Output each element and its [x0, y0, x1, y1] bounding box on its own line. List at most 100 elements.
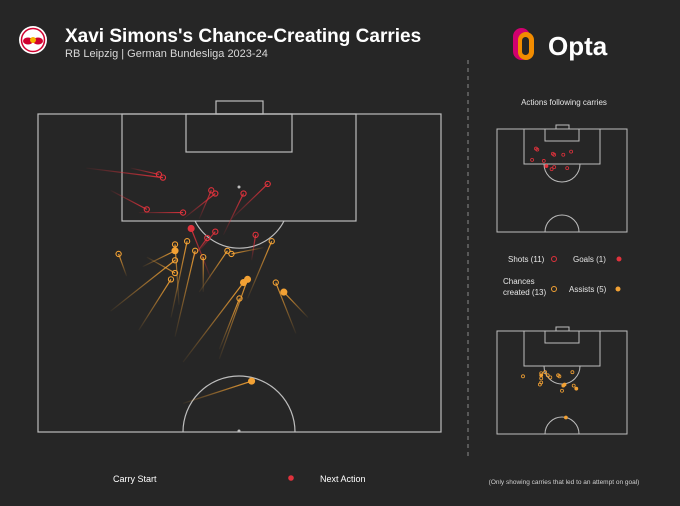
mini-shot-marker — [565, 166, 570, 171]
mini-chance-marker — [545, 373, 550, 378]
shot-marker — [204, 234, 211, 242]
mini-chance-marker — [548, 375, 553, 380]
footnote: (Only showing carries that led to an att… — [489, 479, 640, 486]
mini-shot-marker — [530, 157, 534, 162]
chance-carry-line — [170, 241, 188, 318]
main-pitch — [37, 100, 442, 433]
side-panel-title: Actions following carries — [521, 98, 607, 107]
mini-pitch-shots — [496, 124, 628, 233]
mini-chance-marker — [521, 374, 525, 379]
mini-assist-marker — [564, 415, 568, 420]
mini-shot-marker — [552, 152, 557, 157]
shots-legend-marker — [551, 256, 557, 262]
chance-carry-line — [198, 250, 228, 293]
page-title: Xavi Simons's Chance-Creating Carries — [65, 26, 421, 47]
chance-marker — [200, 253, 207, 261]
chance-carry-line — [247, 240, 273, 299]
mini-chance-marker — [539, 376, 544, 381]
assists-label: Assists (5) — [569, 285, 607, 294]
mini-chance-marker — [560, 388, 564, 393]
chance-carry-line — [218, 298, 241, 350]
shot-marker — [240, 190, 247, 197]
chance-carry-line — [118, 253, 128, 277]
assist-carry-line — [218, 279, 249, 360]
page-subtitle: RB Leipzig | German Bundesliga 2023-24 — [65, 48, 268, 60]
legend-carry-start: Carry Start — [113, 474, 157, 484]
chance-marker — [272, 279, 279, 286]
mini-shot-marker — [541, 159, 546, 163]
assist-carry-line — [182, 380, 252, 404]
assist-marker — [171, 247, 179, 255]
penalty-box — [121, 113, 357, 222]
chance-marker — [228, 250, 235, 258]
chance-carry-line — [231, 246, 264, 255]
shot-carry-line — [250, 234, 257, 261]
carries-layer — [86, 167, 309, 404]
mini-assist-marker — [574, 386, 579, 391]
assist-marker — [280, 288, 288, 296]
legend-next-action: Next Action — [320, 474, 366, 484]
chances-legend-marker — [551, 286, 557, 292]
shot-carry-line — [130, 167, 160, 176]
penalty-arc — [194, 220, 285, 249]
shot-marker — [179, 209, 187, 216]
chance-marker — [192, 247, 199, 254]
mini-shot-marker — [534, 146, 538, 151]
chance-marker — [115, 250, 122, 258]
assist-marker — [244, 275, 252, 283]
mini-chance-marker — [543, 370, 547, 375]
goal-frame — [215, 100, 264, 115]
mini-shot-marker — [552, 165, 557, 170]
goals-legend-marker — [616, 256, 622, 262]
shot-carry-line — [222, 193, 245, 236]
mini-shots-markers — [530, 146, 573, 172]
shot-marker — [212, 228, 219, 235]
shot-marker — [252, 231, 259, 238]
mini-shot-marker — [569, 149, 573, 154]
assist-marker — [248, 377, 256, 385]
shot-marker — [159, 174, 167, 181]
shot-carry-line — [182, 193, 216, 220]
legend-next-action-marker — [288, 475, 294, 481]
shot-marker — [155, 171, 163, 178]
shot-carry-line — [86, 167, 164, 179]
shot-carry-line — [198, 190, 212, 220]
goals-label: Goals (1) — [573, 255, 606, 264]
centre-spot — [237, 429, 241, 433]
six-yard-box — [185, 113, 293, 153]
chance-carry-line — [174, 250, 196, 337]
centre-circle — [182, 375, 296, 433]
chance-marker — [167, 276, 175, 283]
mini-shot-marker — [561, 152, 566, 157]
mini-goal-marker — [544, 164, 549, 168]
mini-shot-marker — [549, 167, 554, 172]
mini-chance-marker — [539, 380, 544, 385]
shot-marker — [264, 180, 271, 188]
mini-chance-marker — [570, 370, 575, 375]
brand-name: Opta — [548, 31, 608, 61]
chance-carry-line — [275, 282, 297, 334]
mini-assist-marker — [539, 373, 544, 378]
goal-carry-line — [190, 228, 212, 280]
chance-carry-line — [146, 256, 176, 274]
chance-marker — [171, 269, 179, 277]
chance-carry-line — [110, 259, 176, 312]
assist-carry-line — [283, 291, 309, 318]
shot-carry-line — [110, 189, 148, 210]
club-badge — [19, 26, 47, 54]
chances-label-line1: Chances — [503, 277, 535, 286]
goal-marker — [187, 224, 195, 233]
shot-marker — [212, 190, 219, 197]
assists-legend-marker — [615, 286, 621, 292]
chance-marker — [183, 238, 191, 245]
assist-carry-line — [182, 282, 245, 363]
shots-label: Shots (11) — [508, 255, 545, 264]
chance-marker — [171, 257, 179, 264]
penalty-spot — [237, 185, 241, 189]
mini-chance-marker — [571, 383, 576, 388]
shot-marker — [208, 187, 215, 194]
mini-chance-marker — [557, 374, 562, 379]
mini-pitch-chances — [496, 326, 628, 435]
chance-marker — [171, 241, 179, 248]
